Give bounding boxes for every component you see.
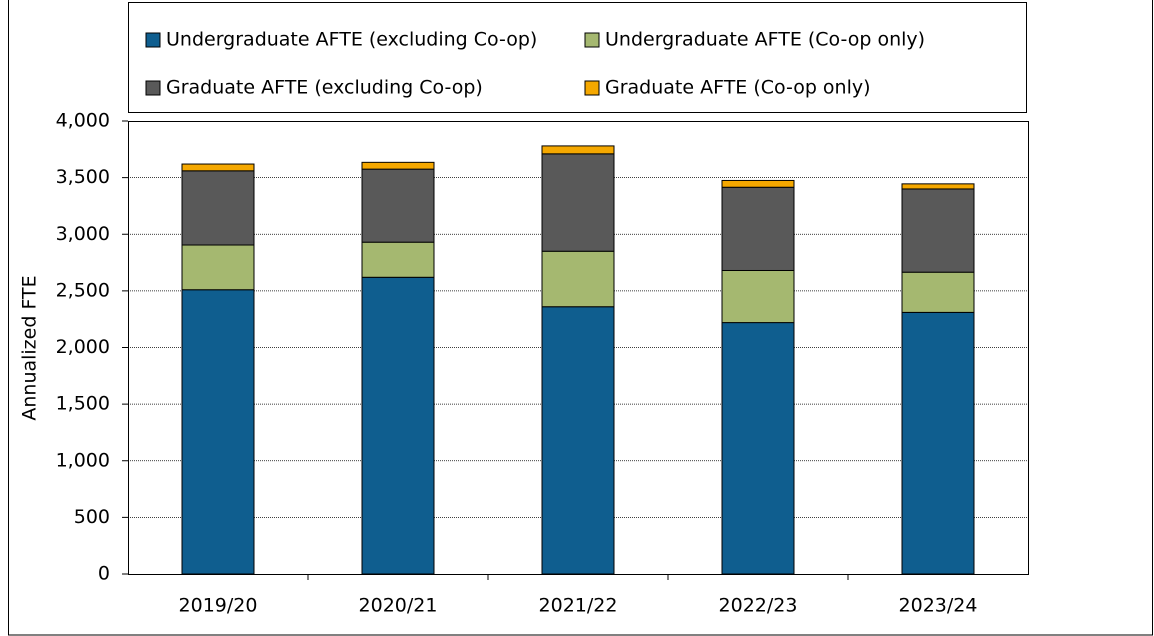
x-tick-label: 2021/22: [539, 595, 618, 617]
bar-segment: [721, 186, 795, 271]
y-tick-label: 3,000: [56, 223, 110, 245]
y-tick-label: 2,500: [56, 279, 110, 301]
bar-segment: [361, 276, 435, 575]
y-tick-label: 0: [98, 563, 110, 585]
legend-label: Undergraduate AFTE (Co-op only): [605, 29, 925, 51]
bar-segment: [541, 250, 615, 308]
y-tick-label: 2,000: [56, 336, 110, 358]
bar-segment: [361, 241, 435, 278]
legend-box: [128, 2, 1027, 113]
x-tick-label: 2023/24: [899, 595, 978, 617]
legend-swatch: [145, 80, 161, 96]
bar-segment: [901, 271, 975, 313]
legend-swatch: [145, 32, 161, 48]
bar-segment: [541, 145, 615, 155]
legend-label: Graduate AFTE (Co-op only): [605, 77, 871, 99]
bar-segment: [181, 289, 255, 575]
y-tick-label: 3,500: [56, 166, 110, 188]
bar-segment: [721, 322, 795, 575]
chart-border: [8, 0, 1153, 636]
bar-segment: [181, 244, 255, 291]
bar-segment: [181, 170, 255, 246]
x-tick-label: 2022/23: [719, 595, 798, 617]
y-tick-label: 1,500: [56, 393, 110, 415]
bar-segment: [721, 179, 795, 188]
bar-segment: [901, 311, 975, 575]
bar-segment: [361, 168, 435, 243]
y-tick-label: 500: [74, 506, 110, 528]
y-tick-label: 4,000: [56, 110, 110, 132]
y-tick-label: 1,000: [56, 449, 110, 471]
bar-segment: [361, 161, 435, 170]
legend-swatch: [584, 80, 600, 96]
legend-label: Graduate AFTE (excluding Co-op): [166, 77, 483, 99]
bar-segment: [901, 183, 975, 190]
x-tick-label: 2019/20: [179, 595, 258, 617]
bar-segment: [541, 306, 615, 575]
legend-swatch: [584, 32, 600, 48]
bar-segment: [541, 153, 615, 252]
bar-segment: [181, 163, 255, 172]
bar-segment: [721, 269, 795, 324]
y-axis-label: Annualized FTE: [19, 275, 41, 420]
bar-segment: [901, 188, 975, 273]
legend-label: Undergraduate AFTE (excluding Co-op): [166, 29, 537, 51]
x-tick-label: 2020/21: [359, 595, 438, 617]
